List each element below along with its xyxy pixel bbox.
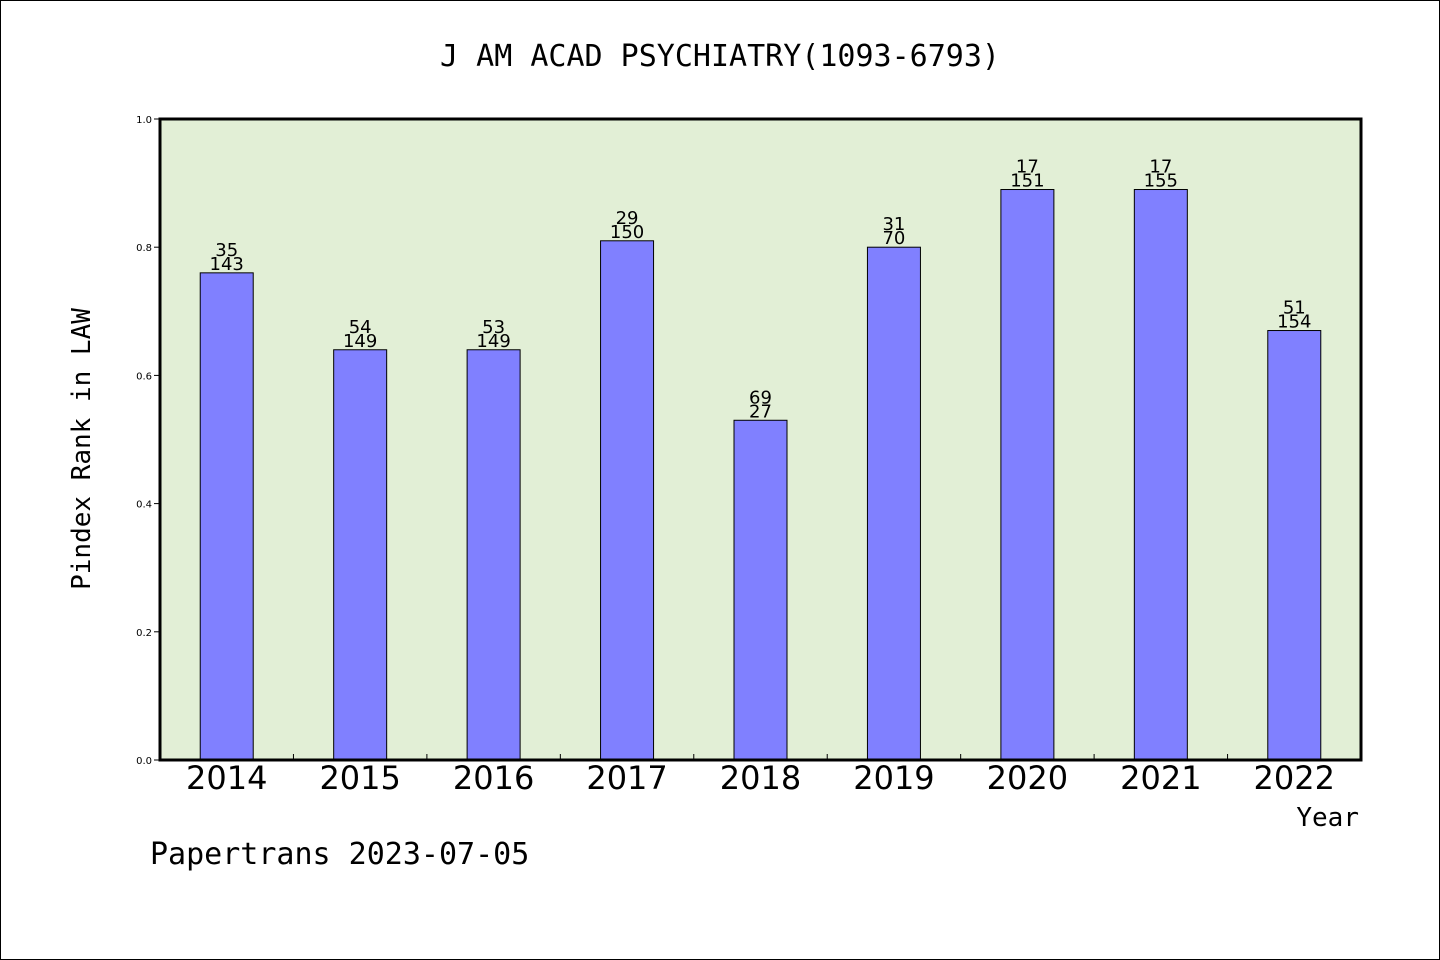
bar-2022	[1267, 330, 1322, 761]
bar-2016	[466, 349, 521, 761]
x-tick-label-2015: 2015	[319, 759, 400, 797]
y-tick-label: 0.4	[136, 500, 152, 511]
x-tick-label-2016: 2016	[453, 759, 534, 797]
bar-2018	[733, 419, 788, 761]
bars-group	[199, 189, 1322, 761]
data-label-top-2017: 29	[616, 208, 639, 229]
data-label-top-2018: 69	[749, 387, 772, 408]
y-tick-label: 0.2	[136, 628, 152, 639]
chart-title: J AM ACAD PSYCHIATRY(1093-6793)	[440, 39, 1000, 74]
x-tick-label-2020: 2020	[987, 759, 1068, 797]
data-label-bottom-2016: 149	[476, 331, 510, 352]
bar-2014	[199, 272, 254, 761]
data-label-bottom-2021: 155	[1144, 171, 1178, 192]
bar-2017	[600, 240, 655, 761]
y-tick-label: 0.8	[136, 243, 152, 254]
data-label-bottom-2015: 149	[343, 331, 377, 352]
data-label-top-2014: 35	[215, 240, 238, 261]
x-axis-ticks: 2014 2015 2016 2017 2018 2019 2020 2021 2022	[186, 754, 1335, 797]
data-label-top-2015: 54	[349, 317, 372, 338]
data-label-top-2016: 53	[482, 317, 505, 338]
data-label-top-2021: 17	[1149, 157, 1172, 178]
y-tick-label: 1.0	[136, 115, 152, 126]
data-label-bottom-2019: 70	[882, 228, 905, 249]
x-tick-label-2021: 2021	[1120, 759, 1201, 797]
y-axis-label: Pindex Rank in LAW	[67, 308, 97, 590]
x-tick-label-2022: 2022	[1254, 759, 1335, 797]
data-label-top-2022: 51	[1283, 298, 1306, 319]
data-label-top-2020: 17	[1016, 157, 1039, 178]
y-axis-ticks: 0.0 0.2 0.4 0.6 0.8 1.0	[136, 115, 160, 767]
data-label-bottom-2017: 150	[610, 222, 644, 243]
data-label-bottom-2014: 143	[210, 254, 244, 275]
bar-2015	[333, 349, 388, 761]
x-tick-label-2019: 2019	[853, 759, 934, 797]
data-label-top-2019: 31	[882, 214, 905, 235]
bar-2019	[866, 246, 921, 761]
plot-border	[158, 117, 1363, 762]
footer-note: Papertrans 2023-07-05	[150, 837, 529, 872]
bar-2020	[1000, 189, 1055, 761]
bar-2021	[1133, 189, 1188, 761]
data-labels-group: 3514354149531492915069273170171511715551…	[210, 157, 1312, 423]
y-tick-label: 0.6	[136, 371, 152, 382]
y-tick-label: 0.0	[136, 756, 152, 767]
x-tick-label-2018: 2018	[720, 759, 801, 797]
x-axis-label: Year	[1296, 803, 1359, 833]
x-tick-label-2014: 2014	[186, 759, 267, 797]
data-label-bottom-2018: 27	[749, 401, 772, 422]
data-label-bottom-2020: 151	[1010, 171, 1044, 192]
data-label-bottom-2022: 154	[1277, 312, 1311, 333]
x-tick-label-2017: 2017	[586, 759, 667, 797]
